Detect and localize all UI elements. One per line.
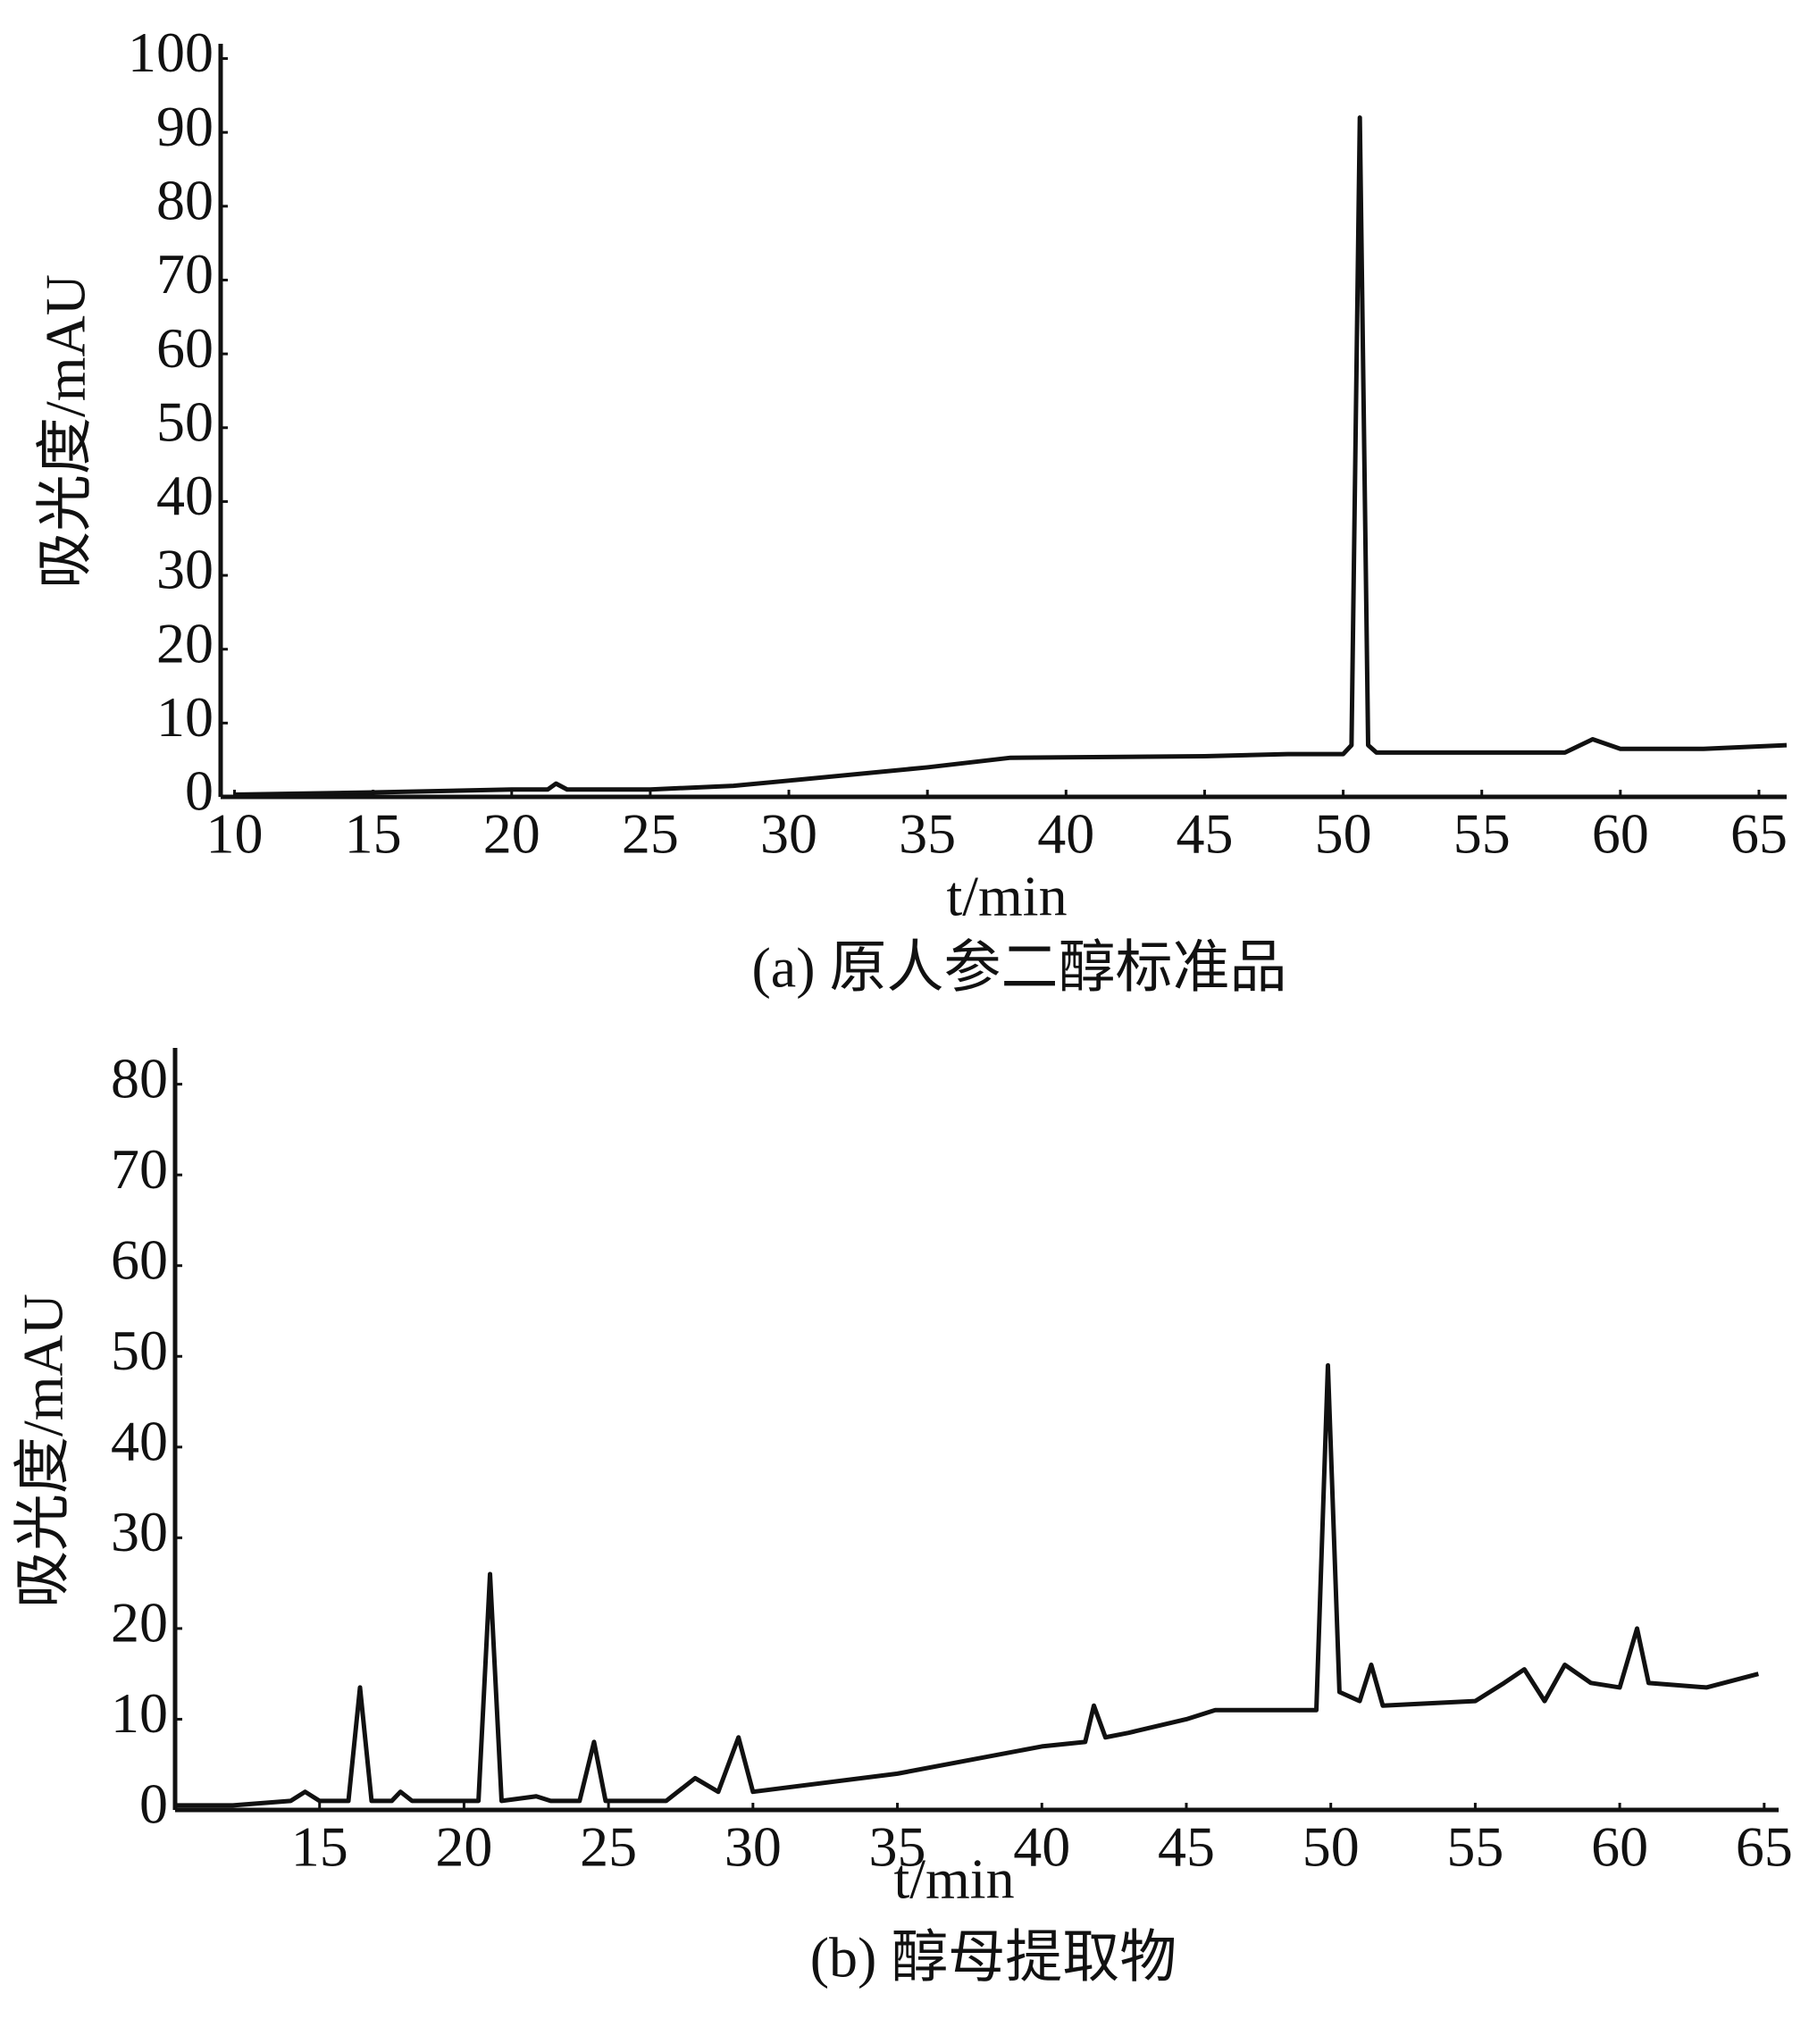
- x-tick-label: 55: [1446, 1815, 1503, 1879]
- x-tick-label: 45: [1176, 802, 1233, 866]
- y-axis-label: 吸光度/mAU: [12, 1294, 75, 1608]
- x-tick-label: 20: [435, 1815, 492, 1879]
- x-tick-label: 60: [1592, 802, 1649, 866]
- y-tick-label: 0: [185, 759, 214, 823]
- y-tick-label: 40: [156, 464, 214, 527]
- y-tick-label: 80: [111, 1046, 168, 1110]
- x-tick-label: 15: [291, 1815, 348, 1879]
- x-tick-label: 20: [483, 802, 540, 866]
- y-tick-label: 20: [156, 611, 214, 674]
- caption: (a) 原人参二醇标准品: [751, 936, 1286, 1000]
- y-tick-label: 50: [111, 1319, 168, 1382]
- x-tick-label: 35: [899, 802, 956, 866]
- y-tick-label: 40: [111, 1409, 168, 1472]
- x-tick-label: 10: [206, 802, 264, 866]
- y-tick-label: 10: [156, 685, 214, 749]
- x-tick-label: 35: [869, 1815, 926, 1879]
- y-tick-label: 10: [111, 1681, 168, 1745]
- y-tick-label: 70: [156, 242, 214, 306]
- x-tick-label: 50: [1315, 802, 1372, 866]
- x-tick-label: 40: [1037, 802, 1094, 866]
- x-tick-label: 45: [1158, 1815, 1215, 1879]
- y-tick-label: 100: [128, 21, 214, 84]
- x-tick-label: 25: [622, 802, 679, 866]
- x-tick-label: 25: [580, 1815, 637, 1879]
- x-tick-label: 40: [1013, 1815, 1070, 1879]
- y-tick-label: 50: [156, 390, 214, 453]
- x-tick-label: 60: [1591, 1815, 1648, 1879]
- x-tick-label: 65: [1736, 1815, 1793, 1879]
- y-tick-label: 60: [156, 316, 214, 380]
- y-tick-label: 60: [111, 1227, 168, 1291]
- x-tick-label: 65: [1730, 802, 1788, 866]
- y-tick-label: 70: [111, 1137, 168, 1201]
- y-tick-label: 80: [156, 169, 214, 232]
- y-tick-label: 30: [156, 538, 214, 601]
- y-tick-label: 30: [111, 1500, 168, 1563]
- x-tick-label: 30: [760, 802, 817, 866]
- y-tick-label: 90: [156, 95, 214, 158]
- x-axis-label: t/min: [946, 865, 1067, 928]
- caption: (b) 醇母提取物: [810, 1926, 1177, 1990]
- x-tick-label: 15: [345, 802, 402, 866]
- y-tick-label: 20: [111, 1591, 168, 1654]
- x-tick-label: 55: [1453, 802, 1511, 866]
- y-tick-label: 0: [139, 1772, 168, 1836]
- y-axis-label: 吸光度/mAU: [34, 274, 97, 589]
- trace: [234, 115, 1788, 798]
- x-axis-label: t/min: [893, 1847, 1014, 1911]
- x-tick-label: 50: [1302, 1815, 1360, 1879]
- x-tick-label: 30: [724, 1815, 782, 1879]
- trace: [175, 1362, 1759, 1808]
